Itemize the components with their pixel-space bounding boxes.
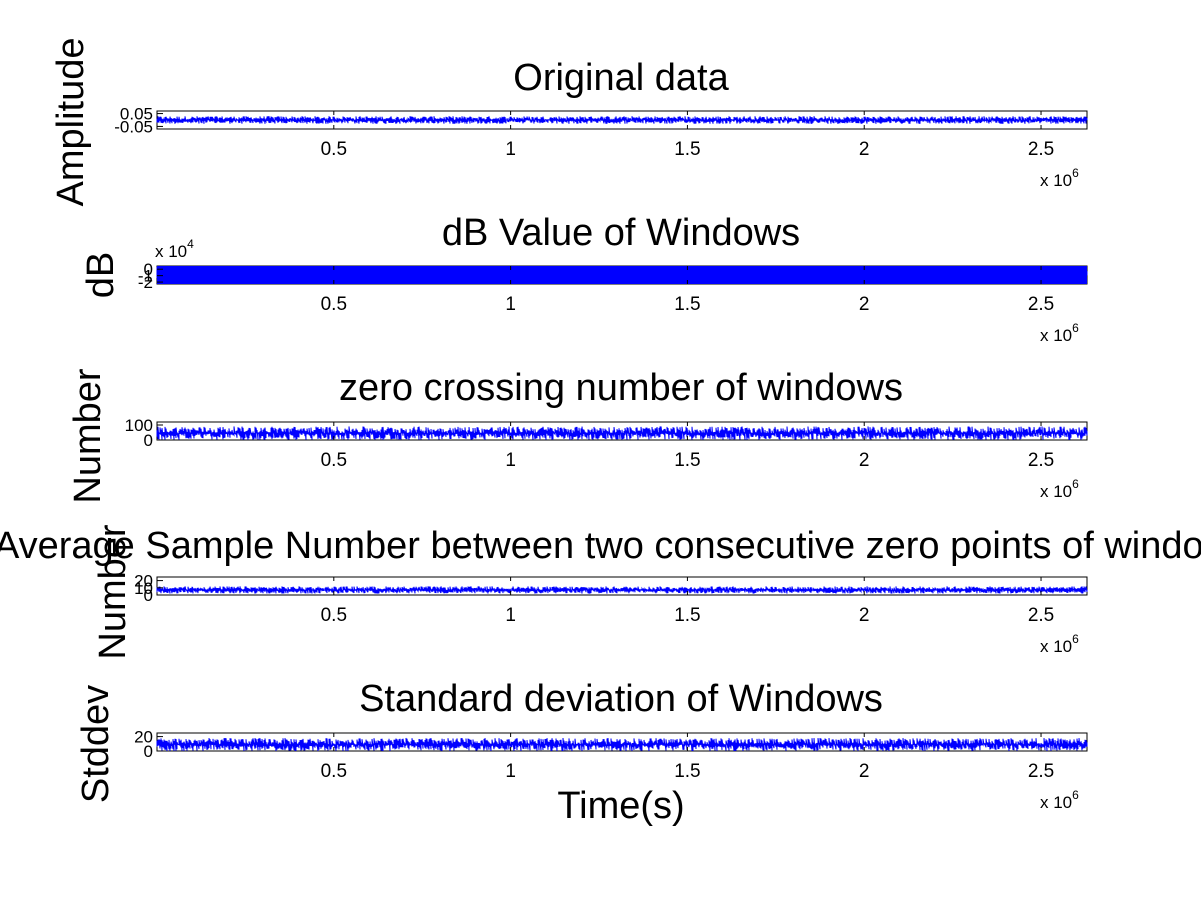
y-tick-label: 20 — [134, 728, 153, 747]
subplot-2: 0.5 1 1.5 2 2.5 0-1-2 x 106 x 104 dB Value of Wi… — [80, 212, 1088, 345]
subplot-title: Original data — [513, 57, 729, 99]
x-tick-label: 1.5 — [674, 450, 700, 471]
x-tick-label: 2.5 — [1028, 294, 1054, 315]
x-exponent-label: x 106 — [1040, 321, 1079, 345]
y-axis-label: Number — [67, 368, 109, 503]
y-tick-label: 0 — [144, 586, 153, 605]
series-line — [156, 116, 1088, 125]
series-line — [156, 426, 1088, 441]
y-tick-label: -0.05 — [114, 117, 153, 136]
series-line — [156, 586, 1088, 594]
y-tick-label: 100 — [125, 416, 153, 435]
y-tick-label: 0.05 — [120, 105, 153, 124]
y-tick-label: -1 — [138, 267, 153, 286]
x-exponent-label: x 106 — [1040, 788, 1079, 812]
subplot-title: zero crossing number of windows — [339, 367, 903, 409]
x-tick-label: 1 — [505, 605, 516, 626]
x-tick-label: 1.5 — [674, 605, 700, 626]
x-exponent-label: x 106 — [1040, 477, 1079, 501]
x-tick-label: 1.5 — [674, 139, 700, 160]
x-tick-label: 2.5 — [1028, 450, 1054, 471]
y-exponent-label: x 104 — [155, 237, 194, 261]
x-tick-label: 2 — [859, 294, 870, 315]
x-tick-label: 1.5 — [674, 294, 700, 315]
x-exponent-label: x 106 — [1040, 166, 1079, 190]
x-tick-label: 1 — [505, 450, 516, 471]
x-tick-label: 2.5 — [1028, 139, 1054, 160]
x-tick-label: 2 — [859, 605, 870, 626]
subplot-title: dB Value of Windows — [442, 212, 800, 254]
y-axis-label: dB — [80, 252, 122, 298]
x-tick-label: 2.5 — [1028, 761, 1054, 782]
x-exponent-label: x 106 — [1040, 632, 1079, 656]
y-tick-label: 0 — [144, 260, 153, 279]
x-tick-label: 0.5 — [321, 761, 347, 782]
y-tick-label: 0 — [144, 431, 153, 450]
series-line — [156, 737, 1088, 752]
y-axis-label: Amplitude — [50, 38, 92, 207]
x-tick-label: 0.5 — [321, 139, 347, 160]
x-tick-label: 1 — [505, 761, 516, 782]
subplot-5: 0.5 1 1.5 2 2.5 200 x 106 Standard deviation of… — [75, 678, 1088, 812]
x-tick-label: 1 — [505, 294, 516, 315]
x-axis-label: Time(s) — [557, 785, 684, 827]
y-tick-label: 10 — [134, 579, 153, 598]
y-tick-label: 0 — [144, 742, 153, 761]
x-tick-label: 0.5 — [321, 294, 347, 315]
subplot-1: 0.5 1 1.5 2 2.5 0.05-0.05 x 106 Original data Am… — [50, 38, 1088, 207]
x-tick-label: 0.5 — [321, 605, 347, 626]
series-fill — [157, 266, 1087, 284]
x-tick-label: 1.5 — [674, 761, 700, 782]
x-tick-label: 1 — [505, 139, 516, 160]
x-tick-label: 2.5 — [1028, 605, 1054, 626]
subplot-title: Standard deviation of Windows — [359, 678, 883, 720]
y-tick-label: -2 — [138, 273, 153, 292]
y-axis-label: Stddev — [75, 685, 117, 803]
x-tick-label: 2 — [859, 761, 870, 782]
x-tick-label: 0.5 — [321, 450, 347, 471]
y-tick-label: 20 — [134, 572, 153, 591]
x-tick-label: 2 — [859, 139, 870, 160]
x-tick-label: 2 — [859, 450, 870, 471]
y-axis-label: Number — [92, 524, 134, 659]
subplot-title: Average Sample Number between two consec… — [0, 525, 1201, 567]
